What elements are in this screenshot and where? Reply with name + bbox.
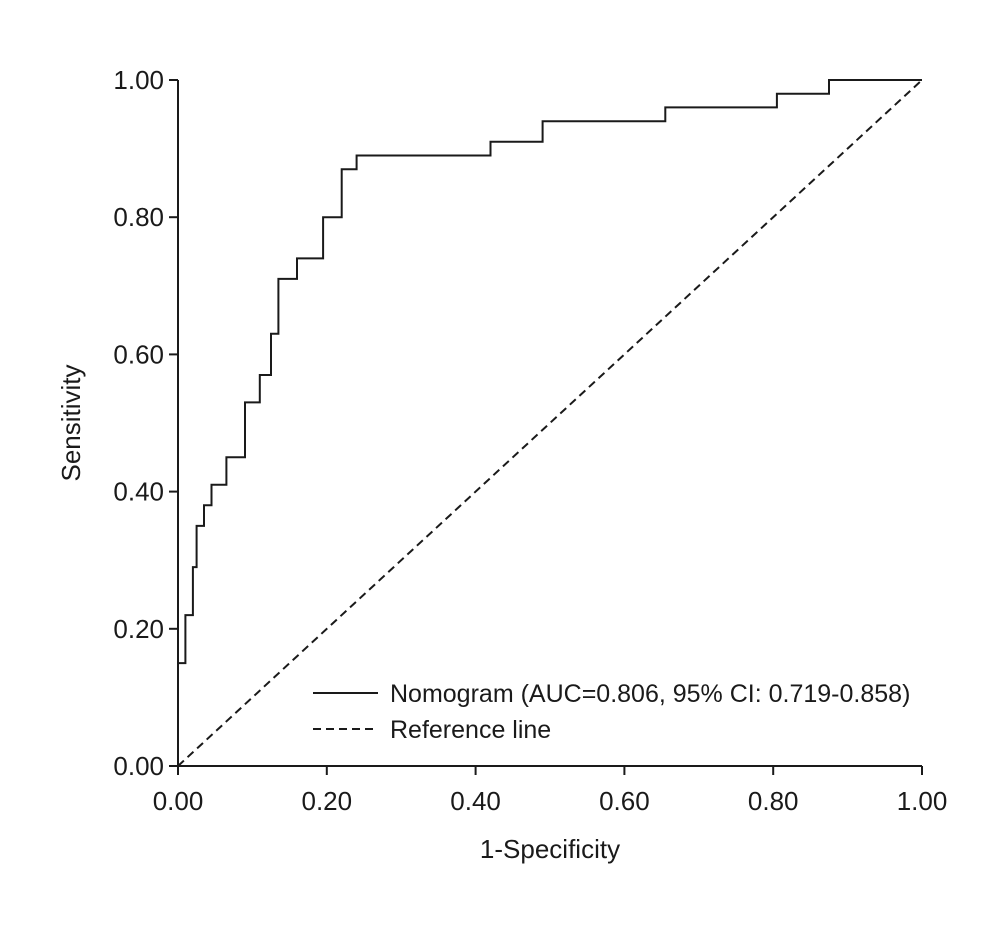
x-tick-label: 1.00: [897, 786, 948, 816]
reference-line: [177, 79, 923, 767]
legend-label-nomogram: Nomogram (AUC=0.806, 95% CI: 0.719-0.858…: [390, 680, 910, 708]
x-tick-label: 0.40: [450, 786, 501, 816]
y-tick-label: 0.60: [113, 339, 164, 369]
y-tick-label: 0.40: [113, 477, 164, 507]
x-ticks: 0.00 0.20 0.40 0.60 0.80 1.00: [153, 766, 948, 816]
axes: [177, 80, 922, 767]
x-tick-label: 0.60: [599, 786, 650, 816]
y-tick-label: 0.20: [113, 614, 164, 644]
x-axis-title: 1-Specificity: [480, 834, 620, 864]
legend: Nomogram (AUC=0.806, 95% CI: 0.719-0.858…: [313, 680, 910, 744]
y-tick-label: 0.00: [113, 751, 164, 781]
x-tick-label: 0.20: [301, 786, 352, 816]
nomogram-roc-line: [178, 79, 922, 665]
x-tick-label: 0.80: [748, 786, 799, 816]
y-tick-label: 0.80: [113, 202, 164, 232]
x-tick-label: 0.00: [153, 786, 204, 816]
y-ticks: 0.00 0.20 0.40 0.60 0.80 1.00: [113, 65, 178, 781]
y-tick-label: 1.00: [113, 65, 164, 95]
y-axis-title: Sensitivity: [56, 364, 86, 481]
series-layer: [177, 79, 923, 767]
legend-label-reference: Reference line: [390, 716, 551, 744]
